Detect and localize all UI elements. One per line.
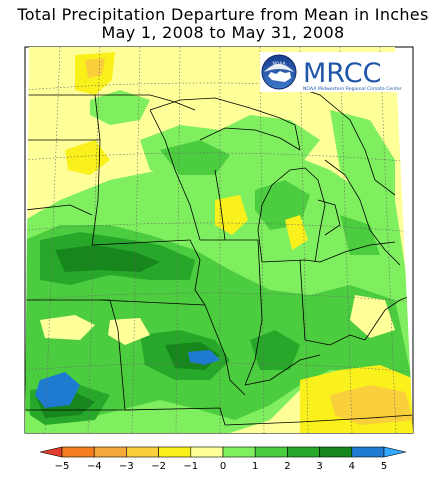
precipitation-field <box>25 47 413 433</box>
legend-arrow-low <box>39 446 63 458</box>
region-near-normal-ne <box>40 315 95 340</box>
legend-tick-label: −1 <box>183 461 198 472</box>
legend-swatch <box>158 446 192 458</box>
region-dry-moderate-ky <box>330 385 413 425</box>
legend-tick-label: −2 <box>151 461 166 472</box>
logo-subtitle: NOAA Midwestern Regional Climate Center <box>303 86 402 92</box>
mrcc-logo: NOAA MRCC NOAA Midwestern Regional Clima… <box>260 52 410 92</box>
legend-tick-label: −4 <box>87 461 102 472</box>
legend-tick-label: −5 <box>55 461 70 472</box>
region-wet-extreme-ks <box>35 372 80 408</box>
region-wet-very-heavy-ia <box>55 245 160 272</box>
legend-tick-label: 3 <box>316 461 322 472</box>
region-wet-heavy-in <box>250 330 300 370</box>
legend-swatch <box>93 446 127 458</box>
logo-emblem-text: NOAA <box>272 61 286 67</box>
legend-arrow-high <box>383 446 407 458</box>
map-title-line1: Total Precipitation Departure from Mean … <box>17 5 429 24</box>
logo-name: MRCC <box>303 58 381 89</box>
region-wet-extreme-mo <box>188 350 220 365</box>
us-silhouette-icon <box>268 71 291 82</box>
legend-tick-label: 5 <box>381 461 387 472</box>
region-near-normal-oh <box>350 295 395 338</box>
legend-swatch <box>319 446 353 458</box>
state-boundaries <box>25 84 413 426</box>
legend-swatch <box>222 446 256 458</box>
legend-tick-label: 4 <box>349 461 355 472</box>
region-dry-moderate-nd <box>85 58 105 78</box>
legend-tick-label: −3 <box>119 461 134 472</box>
legend-tick-label: 1 <box>252 461 258 472</box>
legend-swatch <box>254 446 288 458</box>
map-title-line2: May 1, 2008 to May 31, 2008 <box>101 23 345 42</box>
region-dry-light-mi <box>285 215 308 250</box>
legend-swatch <box>190 446 224 458</box>
legend-swatch <box>126 446 159 458</box>
legend-tick-label: 2 <box>284 461 290 472</box>
color-legend: −5 −4 −3 −2 −1 0 1 2 3 4 5 <box>39 446 407 472</box>
legend-swatch <box>61 446 95 458</box>
legend-tick-label: 0 <box>220 461 226 472</box>
region-wet-moderate-wi <box>160 140 230 175</box>
legend-swatch <box>287 446 320 458</box>
region-wet-light-nw <box>90 90 150 125</box>
legend-swatch <box>351 446 385 458</box>
